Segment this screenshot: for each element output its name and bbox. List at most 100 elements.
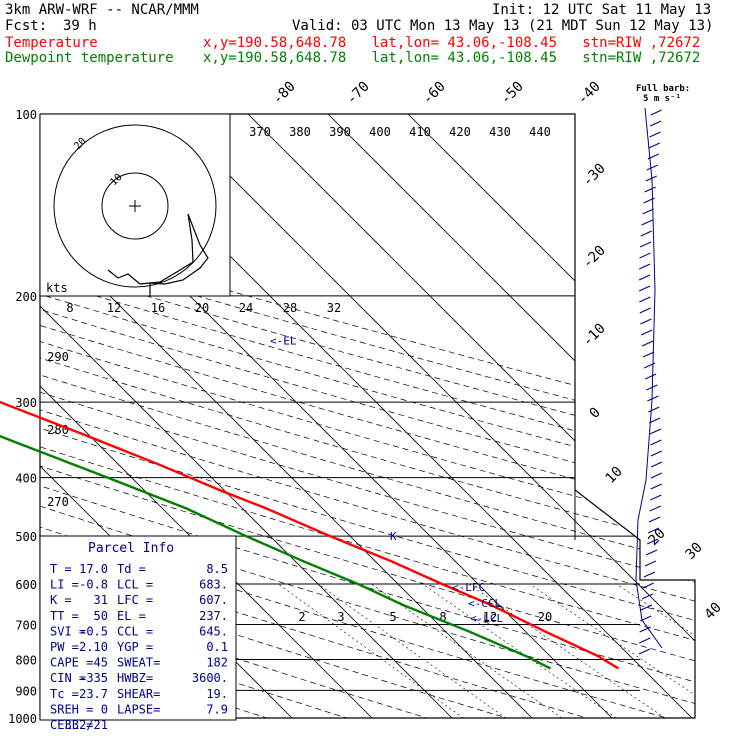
parcel-key: SWEAT= [117, 656, 160, 670]
parcel-key: LFC = [117, 593, 153, 607]
wind-barb [640, 615, 652, 622]
temperature-scale-label: -10 [580, 321, 609, 350]
wind-barb [649, 505, 661, 512]
wind-barb [638, 263, 651, 270]
hodograph-ring-inner [101, 172, 169, 240]
theta-label: 430 [489, 125, 511, 139]
wind-barb [640, 604, 653, 611]
parcel-value: 31 [94, 593, 108, 607]
wind-barb [639, 296, 651, 303]
hodograph-scale-label: 8 [66, 301, 73, 315]
pressure-tick-label: 300 [15, 396, 37, 410]
wind-barb [639, 307, 651, 314]
temperature-scale-label: 0 [587, 405, 604, 422]
parcel-value: 607. [199, 593, 228, 607]
wind-barb [641, 219, 653, 226]
parcel-info-box [39, 535, 237, 721]
pressure-tick-label: 600 [15, 578, 37, 592]
wind-barb [650, 472, 663, 479]
wind-barb [640, 318, 652, 325]
parcel-value: 50 [94, 609, 108, 623]
dry-adiabat-line [40, 114, 695, 718]
parcel-key: PW = [50, 640, 79, 654]
barb-legend-unit: 5 m s⁻¹ [643, 94, 681, 104]
parcel-value: 645. [199, 624, 228, 638]
wind-barb [644, 186, 656, 193]
isotherm-line [40, 114, 373, 718]
wind-barb [648, 142, 660, 149]
level-annotation: <-LFC [452, 581, 485, 594]
wind-barb [650, 109, 662, 116]
init-time: Init: 12 UTC Sat 11 May 13 [492, 2, 712, 18]
wind-barb [647, 395, 659, 402]
theta-label: 370 [249, 125, 271, 139]
dry-adiabat-line [40, 114, 695, 718]
dry-adiabat-label: 290 [47, 350, 69, 364]
isotherm-line [167, 114, 695, 718]
model-title: 3km ARW-WRF -- NCAR/MMM [5, 2, 199, 18]
mixing-ratio-label: 3 [337, 610, 344, 624]
parcel-key: SREH = [50, 702, 93, 716]
wind-barb [650, 494, 662, 501]
wind-barb [644, 373, 657, 380]
wind-barb [646, 164, 659, 171]
theta-label: 390 [329, 125, 351, 139]
wind-barb [648, 516, 661, 523]
parcel-key: K = [50, 593, 72, 607]
parcel-key: CCL = [117, 624, 153, 638]
barb-legend-title: Full barb: [636, 84, 691, 94]
wind-barb [647, 153, 660, 160]
temperature-legend: Temperature [5, 35, 98, 51]
forecast-label: Fcst: [5, 18, 48, 34]
theta-label: 400 [369, 125, 391, 139]
wind-barb [640, 230, 652, 237]
wind-barb [646, 538, 659, 545]
hodograph-trace [107, 213, 209, 296]
hodograph-scale-label: 16 [151, 301, 165, 315]
parcel-value: 683. [199, 578, 228, 592]
mixing-ratio-line [616, 583, 695, 718]
wind-barb [640, 329, 653, 336]
parcel-value: 8.5 [206, 562, 228, 576]
parcel-value: 182 [206, 656, 228, 670]
isotherm-line [40, 114, 453, 718]
hodograph-unit-label: kts [46, 281, 68, 295]
pressure-tick-label: 400 [15, 472, 37, 486]
parcel-key: EL = [117, 609, 146, 623]
theta-label: 380 [289, 125, 311, 139]
wind-barbs [635, 107, 663, 655]
pressure-tick-label: 200 [15, 290, 37, 304]
isotherm-line [247, 114, 695, 718]
dry-adiabat-line [40, 114, 469, 718]
hodograph-ring-outer [53, 124, 217, 288]
temperature-scale-label: -40 [575, 79, 604, 108]
parcel-key: YGP = [117, 640, 153, 654]
parcel-value: -335 [79, 671, 108, 685]
parcel-value: 7.9 [206, 702, 228, 716]
parcel-value: 237. [199, 609, 228, 623]
wind-barb [645, 175, 657, 182]
wind-barb [639, 241, 652, 248]
parcel-value: -0.5 [79, 624, 108, 638]
parcel-key: CELL = [50, 718, 93, 732]
level-annotation: <-EL [270, 334, 297, 347]
parcel-info-title: Parcel Info [88, 541, 174, 556]
wind-barb [645, 549, 658, 556]
wind-barb [650, 483, 662, 490]
mixing-ratio-line [318, 583, 506, 718]
parcel-value: 17.0 [79, 562, 108, 576]
temperature-scale-label: 10 [603, 464, 626, 487]
parcel-key: LCL = [117, 578, 153, 592]
wind-barb [639, 637, 651, 644]
theta-label: 420 [449, 125, 471, 139]
parcel-value: 0 [101, 702, 108, 716]
pressure-tick-label: 700 [15, 618, 37, 632]
temperature-scale-label: 40 [702, 600, 725, 623]
wind-barb [641, 340, 654, 347]
wind-barb [642, 208, 654, 215]
mixing-ratio-label: 2 [298, 610, 305, 624]
dry-adiabat-line [40, 114, 388, 718]
parcel-key: SVI = [50, 624, 86, 638]
wind-barb [638, 648, 651, 655]
wind-profile-line [635, 107, 663, 649]
